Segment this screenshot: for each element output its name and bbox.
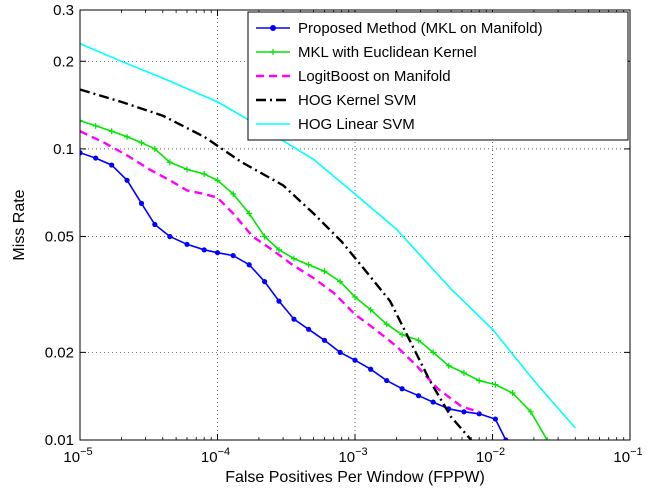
- series-1-point: [138, 200, 145, 206]
- series-1-point: [476, 411, 482, 417]
- series-1-point: [384, 377, 390, 384]
- series-2-point: [290, 255, 297, 262]
- legend-label: LogitBoost on Manifold: [298, 68, 451, 85]
- legend-box: [247, 11, 629, 141]
- series-2-point: [214, 177, 221, 184]
- series-1-point: [184, 241, 190, 247]
- series-4: [80, 88, 473, 440]
- series-2-point: [492, 381, 499, 388]
- series-2-point: [230, 190, 237, 197]
- legend: Proposed Method (MKL on Manifold) MKL wit…: [247, 11, 629, 141]
- legend-marker: [270, 49, 276, 55]
- series-1-point: [246, 262, 252, 268]
- series-1-point: [230, 252, 236, 259]
- series-1-point: [201, 247, 207, 253]
- series-1-point: [415, 393, 422, 399]
- series-2-point: [108, 128, 115, 135]
- series-2-point: [166, 159, 173, 166]
- x-tick-label: 10−2: [476, 446, 505, 466]
- series-1-point: [152, 221, 158, 228]
- series-2-point: [201, 170, 208, 177]
- legend-label: HOG Kernel SVM: [298, 92, 416, 109]
- series-2-point: [415, 337, 422, 344]
- series-1-point: [93, 155, 99, 161]
- series-5: [80, 42, 576, 429]
- y-axis-label: Miss Rate: [11, 189, 28, 260]
- axis-ticks: 10−5 10−4 10−3 10−2 10−1 0.01 0.02 0.05 0.1 0.2 0.…: [45, 2, 643, 466]
- series-2-point: [527, 408, 534, 415]
- x-tick-label: 10−1: [613, 446, 642, 466]
- series-2-point: [246, 210, 253, 217]
- series-1-point: [124, 177, 130, 183]
- series-2-point: [399, 331, 406, 338]
- series-2-point: [80, 117, 83, 124]
- y-tick-label: 0.1: [53, 141, 74, 158]
- series-2-point: [544, 437, 551, 440]
- series-1-point: [80, 150, 83, 156]
- series-1-point: [291, 316, 297, 322]
- series-2-point: [352, 293, 358, 300]
- series-1-point: [352, 357, 358, 363]
- legend-marker: [270, 25, 276, 31]
- x-axis-label: False Positives Per Window (FPPW): [225, 469, 485, 486]
- series-1-point: [399, 386, 405, 392]
- series-2-point: [367, 306, 374, 313]
- series-1-point: [321, 337, 328, 343]
- series-1-point: [430, 399, 436, 405]
- series-4-line: [80, 88, 473, 440]
- x-tick-label: 10−5: [63, 446, 92, 466]
- series-2-point: [383, 321, 390, 328]
- series-3-line: [80, 130, 480, 413]
- series-1-point: [306, 326, 312, 332]
- legend-label: Proposed Method (MKL on Manifold): [298, 20, 543, 37]
- series-layer: [80, 42, 576, 440]
- y-tick-label: 0.02: [45, 344, 74, 361]
- series-2-point: [509, 390, 516, 397]
- x-tick-label: 10−4: [201, 446, 230, 466]
- series-1-point: [461, 409, 467, 415]
- series-1-point: [261, 279, 268, 285]
- series-2-point: [321, 268, 328, 275]
- series-2-point: [430, 349, 437, 356]
- legend-label: MKL with Euclidean Kernel: [298, 44, 477, 61]
- series-2-point: [337, 278, 344, 285]
- series-5-line: [80, 42, 576, 429]
- series-2-point: [460, 369, 467, 376]
- series-1-point: [214, 250, 221, 256]
- series-1-point: [503, 437, 509, 440]
- series-2-point: [183, 166, 190, 173]
- series-2-point: [261, 233, 268, 240]
- x-tick-label: 10−3: [338, 446, 367, 466]
- series-2-point: [92, 122, 99, 129]
- series-2-point: [151, 145, 158, 152]
- series-1-point: [337, 349, 343, 355]
- y-tick-label: 0.01: [45, 432, 74, 449]
- series-2-point: [275, 246, 282, 253]
- series-2-point: [305, 261, 312, 268]
- series-2-point: [124, 133, 131, 140]
- series-1-point: [109, 162, 115, 168]
- series-2-point: [476, 377, 483, 384]
- series-1-point: [492, 416, 499, 422]
- series-1: [80, 150, 509, 440]
- series-1-point: [368, 366, 374, 372]
- y-tick-label: 0.3: [53, 2, 74, 19]
- series-3: [80, 130, 480, 413]
- y-tick-label: 0.2: [53, 53, 74, 70]
- series-1-point: [167, 233, 173, 240]
- series-2-point: [445, 362, 452, 369]
- series-2-point: [138, 139, 145, 146]
- y-tick-label: 0.05: [45, 229, 74, 246]
- legend-label: HOG Linear SVM: [298, 116, 415, 133]
- series-2: [80, 117, 551, 440]
- series-1-point: [276, 298, 282, 304]
